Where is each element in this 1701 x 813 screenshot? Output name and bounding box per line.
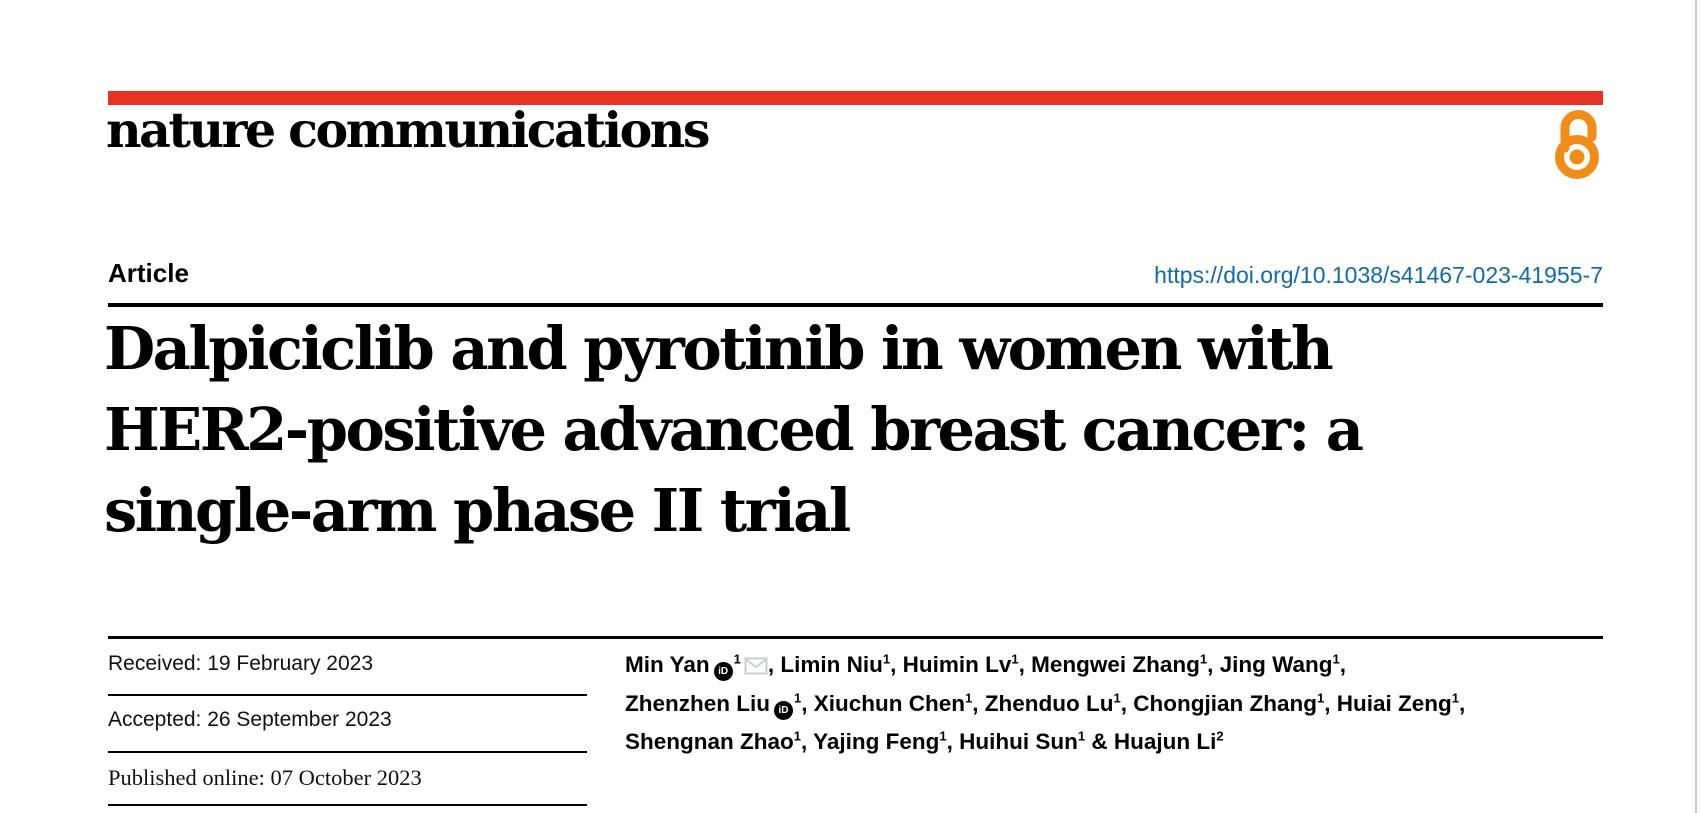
header-rule <box>108 303 1603 307</box>
page-edge-divider <box>1695 0 1697 813</box>
author-name: Chongjian Zhang <box>1133 690 1317 716</box>
title-line: single-arm phase II trial <box>104 476 851 545</box>
affiliation-superscript: 1 <box>1199 651 1208 667</box>
open-access-icon <box>1555 110 1599 179</box>
email-envelope-icon[interactable] <box>744 657 768 675</box>
article-type-label: Article <box>108 258 189 288</box>
author-name: Huimin Lv <box>902 652 1012 677</box>
brand-bar <box>108 91 1603 105</box>
affiliation-superscript: 1 <box>1077 728 1086 744</box>
title-line: Dalpiciclib and pyrotinib in women with <box>104 314 1334 383</box>
history-rule <box>108 804 587 806</box>
author-name: Xiuchun Chen <box>813 690 965 716</box>
affiliation-superscript: 1 <box>939 728 947 744</box>
history-rule <box>108 694 587 696</box>
journal-logo: nature communications <box>106 101 711 159</box>
author-name: Huiai Zeng <box>1336 690 1452 716</box>
accepted-date: Accepted: 26 September 2023 <box>108 708 392 731</box>
affiliation-superscript: 1 <box>1113 690 1121 705</box>
author-name: Mengwei Zhang <box>1031 652 1200 677</box>
affiliation-superscript: 1 <box>794 690 802 705</box>
author-line: Shengnan Zhao1, Yajing Feng1, Huihui Sun… <box>625 728 1224 754</box>
author-name: Zhenzhen Liu <box>625 690 770 716</box>
affiliation-superscript: 1 <box>793 728 801 744</box>
author-name: Limin Niu <box>780 652 883 677</box>
affiliation-superscript: 1 <box>733 651 741 667</box>
affiliation-superscript: 1 <box>1332 651 1340 667</box>
author-name: Jing Wang <box>1219 652 1333 677</box>
author-list: Min Yan iD1, Limin Niu1, Huimin Lv1, Meng… <box>625 646 1565 762</box>
orcid-icon[interactable]: iD <box>774 700 793 720</box>
author-name: Shengnan Zhao <box>625 729 794 754</box>
author-name: Yajing Feng <box>813 729 940 754</box>
received-date: Received: 19 February 2023 <box>108 652 373 675</box>
affiliation-superscript: 2 <box>1216 728 1224 744</box>
affiliation-superscript: 1 <box>1011 651 1019 667</box>
article-title: Dalpiciclib and pyrotinib in women with … <box>104 308 1364 551</box>
affiliation-superscript: 1 <box>1451 690 1459 705</box>
author-line: Min Yan iD1, Limin Niu1, Huimin Lv1, Meng… <box>625 646 1565 685</box>
doi-link[interactable]: https://doi.org/10.1038/s41467-023-41955… <box>1154 262 1603 288</box>
author-name: Zhenduo Lu <box>984 690 1114 716</box>
affiliation-superscript: 1 <box>965 690 973 705</box>
author-line: Zhenzhen Liu iD1, Xiuchun Chen1, Zhenduo … <box>625 685 1565 724</box>
orcid-icon[interactable]: iD <box>713 662 733 681</box>
title-line: HER2-positive advanced breast cancer: a <box>104 395 1364 464</box>
author-name: Min Yan <box>625 652 710 677</box>
author-name: Huajun Li <box>1113 729 1217 754</box>
published-date: Published online: 07 October 2023 <box>108 765 422 790</box>
history-rule <box>108 751 587 753</box>
history-top-rule <box>108 636 1603 639</box>
affiliation-superscript: 1 <box>882 651 891 667</box>
affiliation-superscript: 1 <box>1316 690 1325 705</box>
author-name: Huihui Sun <box>959 729 1078 754</box>
